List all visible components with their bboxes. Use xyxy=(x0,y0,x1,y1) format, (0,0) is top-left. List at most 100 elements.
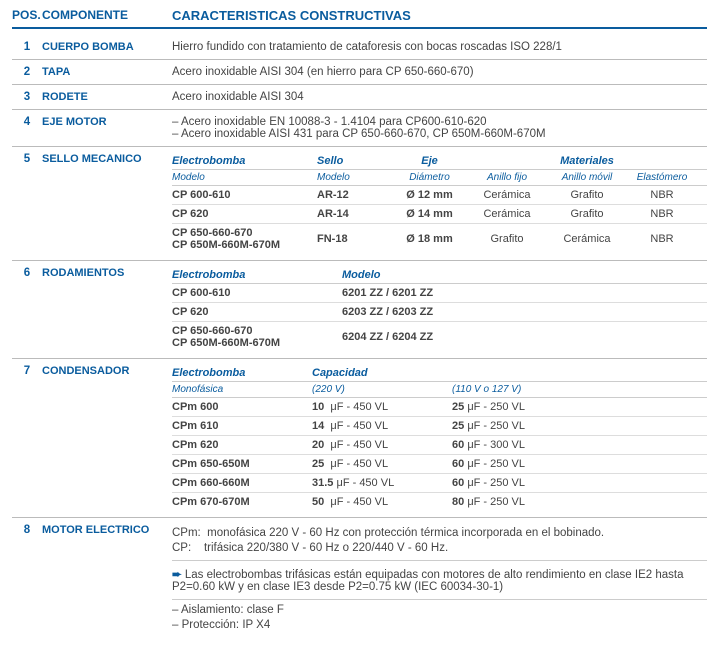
motor-l2a: CP: xyxy=(172,542,191,554)
cap-d2-c1: 14 μF - 450 VL xyxy=(312,420,452,432)
comp-eje-motor: EJE MOTOR xyxy=(42,116,172,140)
cap-d6-c1: 50 μF - 450 VL xyxy=(312,496,452,508)
cap-d5-c2a: 60 xyxy=(452,477,464,489)
cap-d4-eb: CPm 650-650M xyxy=(172,458,312,470)
motor-l1b: monofásica 220 V - 60 Hz con protección … xyxy=(207,527,604,539)
sello-d2-el: NBR xyxy=(627,208,697,220)
pos-5: 5 xyxy=(12,153,42,254)
cap-d3-eb: CPm 620 xyxy=(172,439,312,451)
rod-d3-eb1: CP 650-660-670 xyxy=(172,325,342,337)
sello-sh-el: Elastómero xyxy=(627,172,697,183)
cap-row-2: CPm 610 14 μF - 450 VL 25 μF - 250 VL xyxy=(172,417,707,436)
cap-d1-c1b: μF - 450 VL xyxy=(330,401,388,413)
cap-d2-c1a: 14 xyxy=(312,420,324,432)
cap-d4-c1: 25 μF - 450 VL xyxy=(312,458,452,470)
cap-d5-c2: 60 μF - 250 VL xyxy=(452,477,592,489)
cap-d1-c2: 25 μF - 250 VL xyxy=(452,401,592,413)
rod-row-2: CP 620 6203 ZZ / 6203 ZZ xyxy=(172,303,707,322)
cap-d4-c2: 60 μF - 250 VL xyxy=(452,458,592,470)
cap-subheader: Monofásica (220 V) (110 V o 127 V) xyxy=(172,382,707,398)
cap-d5-c1: 31.5 μF - 450 VL xyxy=(312,477,452,489)
sello-h-eje: Eje xyxy=(392,155,467,167)
rod-row-3: CP 650-660-670 CP 650M-660M-670M 6204 ZZ… xyxy=(172,322,707,352)
sello-h-mat: Materiales xyxy=(467,155,707,167)
cap-h-cap: Capacidad xyxy=(312,367,452,379)
cap-table: Electrobomba Capacidad Monofásica (220 V… xyxy=(172,365,707,511)
cap-row-1: CPm 600 10 μF - 450 VL 25 μF - 250 VL xyxy=(172,398,707,417)
cap-h-eb: Electrobomba xyxy=(172,367,312,379)
cap-d4-c1b: μF - 450 VL xyxy=(330,458,388,470)
cap-d5-eb: CPm 660-660M xyxy=(172,477,312,489)
rod-d2-eb: CP 620 xyxy=(172,306,342,318)
rod-d3-eb2: CP 650M-660M-670M xyxy=(172,337,342,349)
sello-d3-eb1: CP 650-660-670 xyxy=(172,227,317,239)
row-rodete: 3 RODETE Acero inoxidable AISI 304 xyxy=(12,85,707,110)
sello-d1-sello: AR-12 xyxy=(317,189,392,201)
cap-d1-c1: 10 μF - 450 VL xyxy=(312,401,452,413)
motor-l1a: CPm: xyxy=(172,527,201,539)
pos-3: 3 xyxy=(12,91,42,103)
sello-d3-sello: FN-18 xyxy=(317,233,392,245)
sello-d2-diam: Ø 14 mm xyxy=(392,208,467,220)
cap-d3-c1b: μF - 450 VL xyxy=(330,439,388,451)
cap-d3-c2b: μF - 300 VL xyxy=(467,439,525,451)
motor-l4: Aislamiento: clase F xyxy=(172,599,707,616)
pos-7: 7 xyxy=(12,365,42,511)
rod-d2-mod: 6203 ZZ / 6203 ZZ xyxy=(342,306,492,318)
sello-d3-am: Cerámica xyxy=(547,233,627,245)
sello-d2-af: Cerámica xyxy=(467,208,547,220)
cap-sh-v220: (220 V) xyxy=(312,384,452,395)
rod-d1-mod: 6201 ZZ / 6201 ZZ xyxy=(342,287,492,299)
cap-d2-c2a: 25 xyxy=(452,420,464,432)
cap-d6-c1a: 50 xyxy=(312,496,324,508)
car-8: CPm: monofásica 220 V - 60 Hz con protec… xyxy=(172,524,707,634)
row-rodamientos: 6 RODAMIENTOS Electrobomba Modelo CP 600… xyxy=(12,261,707,359)
cap-row-5: CPm 660-660M 31.5 μF - 450 VL 60 μF - 25… xyxy=(172,474,707,493)
rod-h-modelo: Modelo xyxy=(342,269,492,281)
sello-d1-eb: CP 600-610 xyxy=(172,189,317,201)
comp-sello-mecanico: SELLO MECANICO xyxy=(42,153,172,254)
cap-row-3: CPm 620 20 μF - 450 VL 60 μF - 300 VL xyxy=(172,436,707,455)
row-condensador: 7 CONDENSADOR Electrobomba Capacidad Mon… xyxy=(12,359,707,518)
rod-row-1: CP 600-610 6201 ZZ / 6201 ZZ xyxy=(172,284,707,303)
cap-d3-c1a: 20 xyxy=(312,439,324,451)
sello-h-sello: Sello xyxy=(317,155,392,167)
sello-sh-modelo1: Modelo xyxy=(172,172,317,183)
sello-sh-modelo2: Modelo xyxy=(317,172,392,183)
table-header: POS. COMPONENTE CARACTERISTICAS CONSTRUC… xyxy=(12,8,707,29)
cap-d1-c2b: μF - 250 VL xyxy=(467,401,525,413)
sello-table: Electrobomba Sello Eje Materiales Modelo… xyxy=(172,153,707,254)
comp-rodete: RODETE xyxy=(42,91,172,103)
cap-d3-c1: 20 μF - 450 VL xyxy=(312,439,452,451)
cap-d2-eb: CPm 610 xyxy=(172,420,312,432)
car-3: Acero inoxidable AISI 304 xyxy=(172,91,707,103)
cap-d6-eb: CPm 670-670M xyxy=(172,496,312,508)
car-2: Acero inoxidable AISI 304 (en hierro par… xyxy=(172,66,707,78)
row-tapa: 2 TAPA Acero inoxidable AISI 304 (en hie… xyxy=(12,60,707,85)
comp-motor-electrico: MOTOR ELECTRICO xyxy=(42,524,172,634)
rod-d3-eb: CP 650-660-670 CP 650M-660M-670M xyxy=(172,325,342,349)
cap-d6-c2b: μF - 250 VL xyxy=(467,496,525,508)
cap-d3-c2: 60 μF - 300 VL xyxy=(452,439,592,451)
sello-d1-diam: Ø 12 mm xyxy=(392,189,467,201)
cap-d4-c2a: 60 xyxy=(452,458,464,470)
sello-sh-diam: Diámetro xyxy=(392,172,467,183)
cap-d1-c1a: 10 xyxy=(312,401,324,413)
pos-4: 4 xyxy=(12,116,42,140)
rod-d3-mod: 6204 ZZ / 6204 ZZ xyxy=(342,331,492,343)
cap-d2-c1b: μF - 450 VL xyxy=(330,420,388,432)
sello-d3-el: NBR xyxy=(627,233,697,245)
comp-tapa: TAPA xyxy=(42,66,172,78)
cap-d4-c2b: μF - 250 VL xyxy=(467,458,525,470)
header-pos: POS. xyxy=(12,8,42,23)
cap-sh-mono: Monofásica xyxy=(172,384,312,395)
sello-d1-el: NBR xyxy=(627,189,697,201)
rod-table: Electrobomba Modelo CP 600-610 6201 ZZ /… xyxy=(172,267,707,352)
rod-header: Electrobomba Modelo xyxy=(172,267,707,284)
sello-row-1: CP 600-610 AR-12 Ø 12 mm Cerámica Grafit… xyxy=(172,186,707,205)
pos-8: 8 xyxy=(12,524,42,634)
cap-d1-eb: CPm 600 xyxy=(172,401,312,413)
car-1: Hierro fundido con tratamiento de catafo… xyxy=(172,41,707,53)
comp-cuerpo-bomba: CUERPO BOMBA xyxy=(42,41,172,53)
sello-d1-am: Grafito xyxy=(547,189,627,201)
